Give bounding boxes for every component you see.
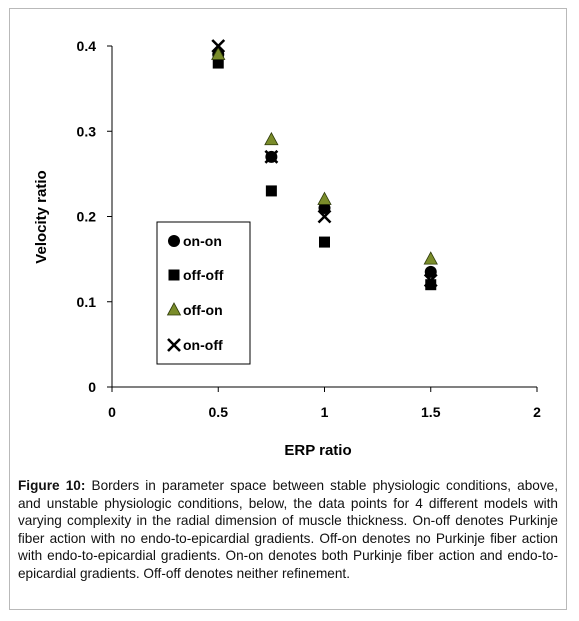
figure-caption: Figure 10: Borders in parameter space be… — [18, 477, 558, 583]
point-on-off — [423, 273, 438, 288]
legend-marker-on-on — [168, 235, 180, 247]
x-tick-label: 1.5 — [421, 404, 441, 420]
point-on-off — [264, 149, 279, 164]
point-off-off — [319, 236, 330, 248]
point-on-on — [318, 201, 331, 214]
series-off-on — [211, 46, 438, 265]
legend: on-on off-off off-on on-off — [156, 221, 251, 365]
x-tick-label: 1 — [321, 404, 329, 420]
y-axis-title: Velocity ratio — [33, 170, 50, 263]
legend-item-on-off: on-off — [167, 337, 223, 353]
series-off-off — [212, 57, 437, 291]
caption-text: Borders in parameter space between stabl… — [18, 478, 558, 581]
data-points — [211, 39, 438, 291]
legend-item-on-on: on-on — [168, 233, 222, 249]
legend-label: on-off — [183, 337, 223, 353]
point-off-on — [211, 46, 226, 60]
legend-marker-off-off — [168, 269, 180, 281]
scatter-chart: 0 0.5 1 1.5 2 0 0.1 0.2 0.3 0.4 ERP ratio Veloci… — [33, 38, 541, 459]
x-tick-label: 0.5 — [209, 404, 229, 420]
legend-item-off-off: off-off — [168, 267, 224, 283]
y-tick-label: 0.2 — [77, 209, 97, 225]
x-tick-label: 2 — [533, 404, 541, 420]
legend-marker-off-on — [166, 302, 182, 316]
y-axis: 0 0.1 0.2 0.3 0.4 — [77, 38, 113, 395]
legend-label: on-on — [183, 233, 222, 249]
point-off-off — [265, 185, 277, 197]
x-axis-title: ERP ratio — [284, 442, 351, 459]
point-on-off — [211, 39, 226, 53]
y-ticks: 0 0.1 0.2 0.3 0.4 — [77, 38, 112, 395]
caption-label: Figure 10: — [18, 478, 86, 493]
point-on-on — [424, 265, 437, 278]
y-tick-label: 0 — [88, 379, 96, 395]
point-off-on — [317, 191, 332, 205]
point-off-on — [423, 251, 438, 265]
y-tick-label: 0.1 — [77, 294, 97, 310]
figure-frame — [9, 8, 567, 610]
point-off-on — [264, 131, 279, 146]
y-tick-label: 0.4 — [77, 38, 97, 54]
y-tick-label: 0.3 — [77, 123, 97, 139]
x-ticks: 0 0.5 1 1.5 2 — [108, 387, 541, 420]
point-on-off — [317, 209, 332, 224]
legend-item-off-on: off-on — [166, 302, 223, 318]
legend-label: off-on — [183, 302, 223, 318]
x-tick-label: 0 — [108, 404, 116, 420]
legend-label: off-off — [183, 267, 224, 283]
series-on-off — [211, 39, 438, 288]
legend-marker-on-off — [167, 338, 181, 352]
x-axis: 0 0.5 1 1.5 2 — [108, 386, 541, 420]
point-off-off — [425, 279, 437, 291]
point-off-off — [212, 57, 224, 69]
